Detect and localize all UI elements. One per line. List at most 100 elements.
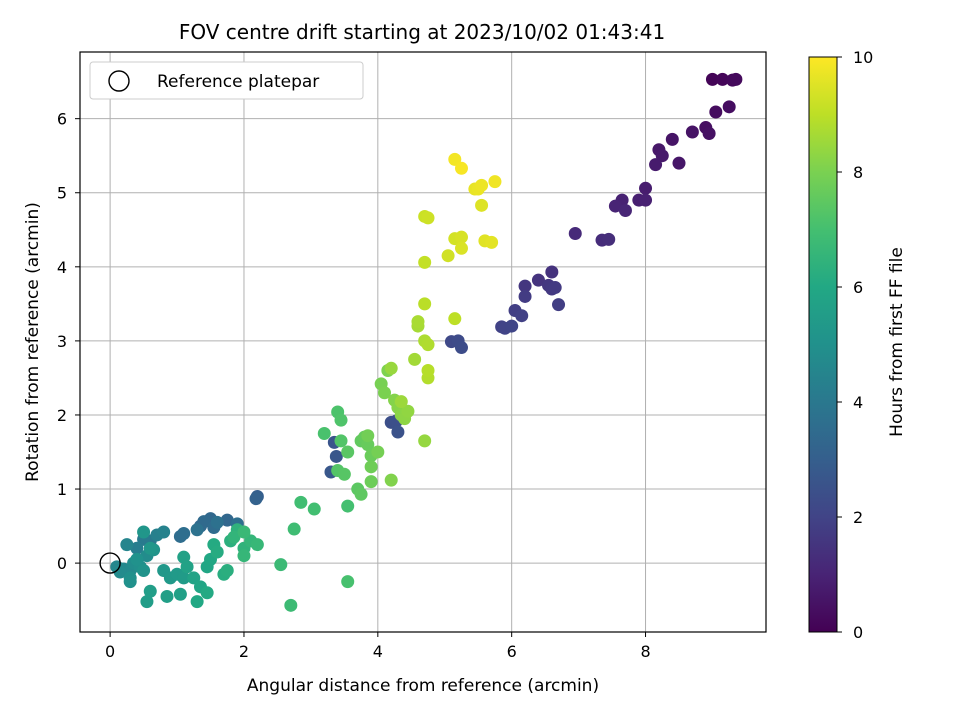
data-point [608, 199, 622, 213]
data-point [418, 434, 432, 448]
data-point [190, 523, 204, 537]
data-point [408, 352, 422, 366]
data-point [354, 487, 368, 501]
data-point [655, 149, 669, 163]
data-point [545, 265, 559, 279]
data-point [364, 460, 378, 474]
y-tick-label: 2 [57, 406, 67, 425]
data-point [722, 100, 736, 114]
data-point [341, 445, 355, 459]
points [99, 72, 743, 612]
data-point [210, 515, 224, 529]
data-point [317, 426, 331, 440]
data-point [237, 549, 251, 563]
data-point [665, 132, 679, 146]
x-tick-label: 2 [239, 642, 249, 661]
colorbar-tick-label: 10 [853, 48, 873, 67]
data-point [250, 538, 264, 552]
data-point [454, 241, 468, 255]
x-axis-label: Angular distance from reference (arcmin) [247, 676, 599, 696]
x-tick-label: 0 [105, 642, 115, 661]
y-ticks: 0 1 2 3 4 5 6 [57, 110, 80, 573]
data-point [177, 526, 191, 540]
chart-title: FOV centre drift starting at 2023/10/02 … [179, 20, 665, 44]
y-tick-label: 0 [57, 554, 67, 573]
data-point [334, 434, 348, 448]
colorbar-tick-label: 6 [853, 278, 863, 297]
y-tick-label: 6 [57, 110, 67, 129]
data-point [421, 338, 435, 352]
data-point [173, 587, 187, 601]
data-point [649, 158, 663, 172]
x-tick-label: 4 [373, 642, 383, 661]
data-point [518, 289, 532, 303]
data-point [287, 522, 301, 536]
data-point [307, 502, 321, 516]
data-point [672, 156, 686, 170]
data-point [120, 538, 134, 552]
data-point [705, 72, 719, 86]
data-point [237, 525, 251, 539]
data-point [454, 341, 468, 355]
data-point [485, 235, 499, 249]
data-point [157, 525, 171, 539]
data-point [475, 178, 489, 192]
data-point [249, 492, 263, 506]
data-point [140, 595, 154, 609]
data-point [187, 571, 201, 585]
data-point [143, 541, 157, 555]
data-point [371, 445, 385, 459]
data-point [200, 586, 214, 600]
data-point [448, 152, 462, 166]
data-point [685, 125, 699, 139]
data-point [531, 273, 545, 287]
data-point [341, 499, 355, 513]
data-point [505, 319, 519, 333]
plot-frame [79, 51, 767, 633]
data-point [729, 72, 743, 86]
legend-marker-reference [108, 70, 130, 92]
data-point [639, 193, 653, 207]
data-point [515, 309, 529, 323]
x-tick-label: 6 [507, 642, 517, 661]
legend-label-reference: Reference platepar [157, 72, 319, 92]
legend-box [89, 61, 364, 100]
y-tick-label: 5 [57, 184, 67, 203]
data-point [137, 525, 151, 539]
reference-marker [99, 552, 121, 574]
data-point [384, 361, 398, 375]
y-tick-label: 3 [57, 332, 67, 351]
data-point [715, 72, 729, 86]
data-point [394, 395, 408, 409]
data-point [334, 413, 348, 427]
data-point [418, 297, 432, 311]
data-point [401, 404, 415, 418]
data-point [418, 255, 432, 269]
colorbar: 0 2 4 6 8 10 Hours from first FF file [808, 48, 907, 642]
colorbar-tick-label: 4 [853, 393, 863, 412]
colorbar-ticks: 0 2 4 6 8 10 [837, 48, 873, 642]
data-point [618, 204, 632, 218]
data-point [709, 105, 723, 119]
colorbar-tick-label: 2 [853, 508, 863, 527]
data-point [552, 298, 566, 312]
data-point [548, 281, 562, 295]
data-point [329, 449, 343, 463]
data-point [364, 475, 378, 489]
data-point [488, 175, 502, 189]
data-point [421, 364, 435, 378]
colorbar-tick-label: 8 [853, 163, 863, 182]
colorbar-gradient [808, 56, 838, 633]
x-tick-label: 8 [640, 642, 650, 661]
data-point [475, 198, 489, 212]
data-point [220, 513, 234, 527]
data-point [421, 211, 435, 225]
data-point [448, 312, 462, 326]
colorbar-label: Hours from first FF file [887, 247, 907, 437]
data-point [123, 575, 137, 589]
data-point [454, 161, 468, 175]
data-point [130, 541, 144, 555]
y-axis-label: Rotation from reference (arcmin) [23, 202, 43, 482]
data-point [130, 552, 144, 566]
